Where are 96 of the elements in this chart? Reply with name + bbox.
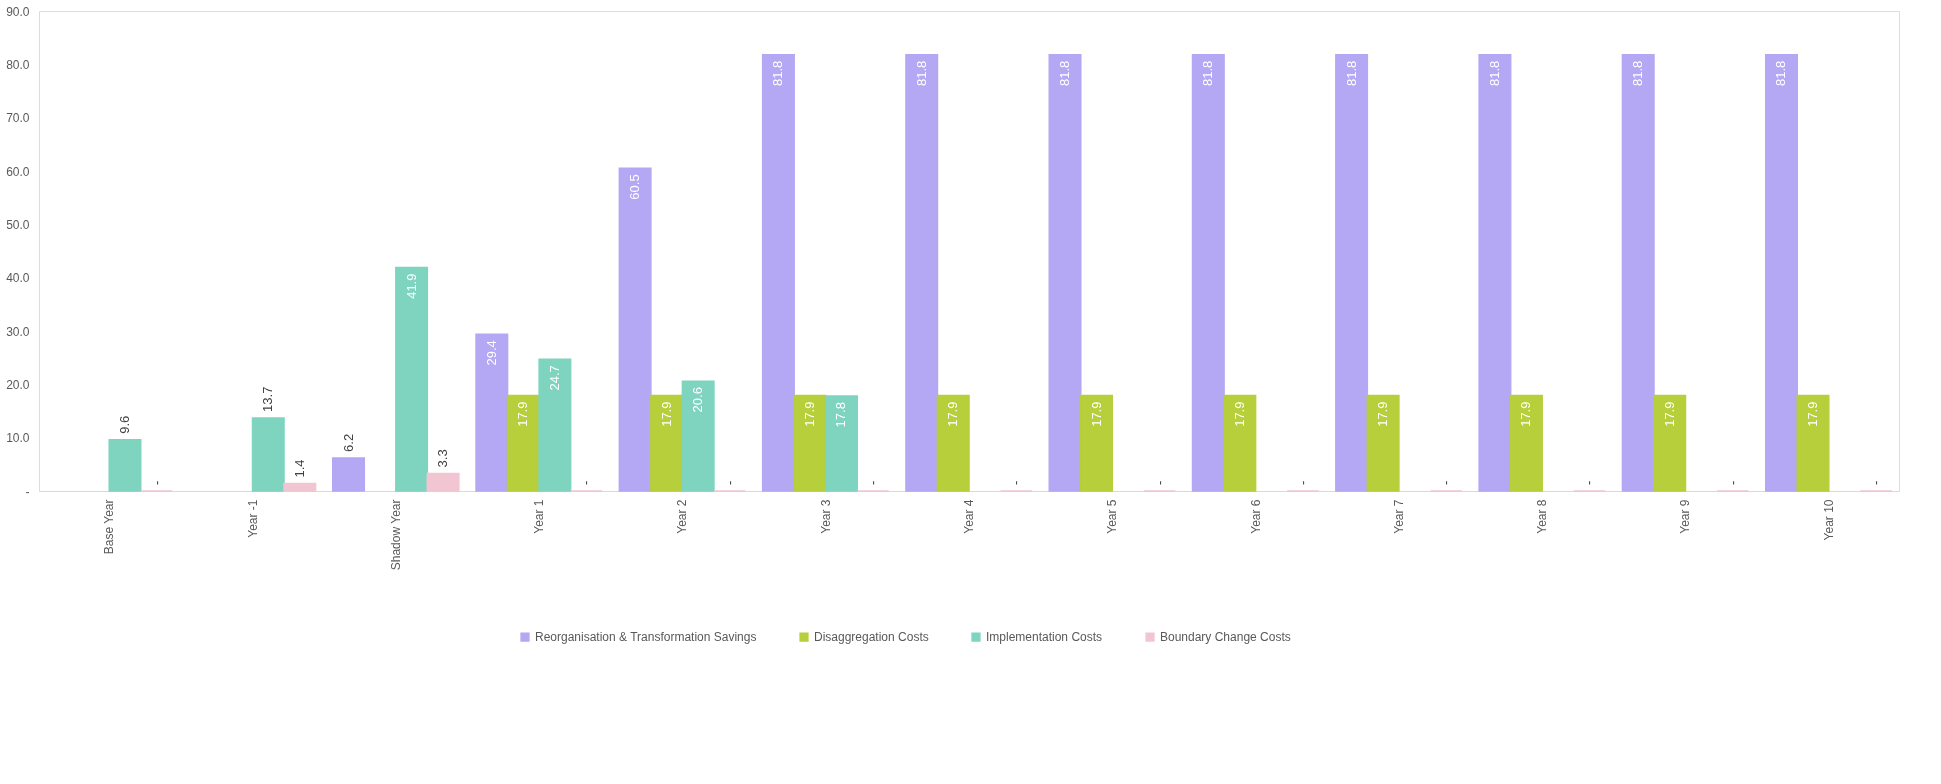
y-tick-label: 30.0 [6,324,30,339]
data-label: - [721,480,737,485]
bar [538,358,572,492]
data-label: 60.5 [627,174,643,200]
x-tick-label: Year 4 [962,499,976,534]
data-label: 6.2 [340,433,356,452]
data-label: 17.9 [1088,401,1104,427]
y-tick-label: 10.0 [6,431,30,446]
data-label: - [1294,480,1310,485]
data-label: - [1724,480,1740,485]
x-tick-label: Year -1 [245,499,260,538]
data-label: 81.8 [1057,60,1073,87]
data-label: - [1868,480,1884,485]
y-tick-label: - [25,484,30,499]
bar [761,53,795,492]
data-label: 17.9 [1518,401,1534,427]
x-tick-label: Year 7 [1391,499,1406,534]
legend-label: Disaggregation Costs [814,630,929,645]
x-tick-label: Year 6 [1248,499,1263,534]
bar [681,380,715,492]
data-label: 81.8 [913,60,929,87]
x-tick-label: Year 5 [1105,499,1120,534]
x-tick-label: Year 10 [1821,499,1836,541]
bar [1335,53,1369,492]
y-tick-label: 80.0 [6,57,30,72]
bar [506,394,540,492]
bar [1048,53,1082,492]
data-label: 3.3 [435,449,451,468]
bar [1478,53,1512,492]
data-label: 17.9 [515,401,531,427]
bar [1653,394,1687,492]
x-tick-label: Year 9 [1678,499,1693,534]
bar [618,167,652,492]
y-tick-label: 60.0 [6,164,30,179]
bar [1796,394,1830,492]
legend-label: Implementation Costs [986,630,1103,645]
data-label: 20.6 [690,387,706,413]
bar [283,482,317,492]
data-label: - [148,480,164,485]
data-label: 17.9 [1661,401,1677,427]
data-label: 17.9 [801,401,817,427]
data-label: 41.9 [403,273,419,299]
bar [1223,394,1257,492]
legend-label: Reorganisation & Transformation Savings [535,630,757,645]
data-label: 9.6 [116,415,132,434]
data-label: - [1151,480,1167,485]
data-label: 81.8 [1486,60,1502,87]
data-label: 17.8 [833,402,849,428]
bar [1764,53,1799,492]
legend-label: Boundary Change Costs [1160,630,1291,645]
bar [905,53,939,492]
data-label: 17.9 [658,401,674,427]
y-tick-label: 40.0 [6,271,30,286]
bar [1366,394,1400,492]
bar [475,333,509,492]
bar [1509,394,1543,492]
bar [936,394,970,492]
bar [1191,53,1225,492]
data-label: 24.7 [546,365,562,391]
data-label: 29.4 [483,340,499,366]
data-label: - [1581,480,1597,485]
data-label: - [864,480,880,485]
data-label: 13.7 [260,386,276,412]
data-label: - [1008,480,1024,485]
data-label: 17.9 [945,401,961,427]
bar [395,266,429,492]
bar [1080,394,1114,492]
y-tick-label: 20.0 [6,377,30,392]
bar [824,395,858,492]
x-tick-label: Year 3 [818,499,833,534]
x-tick-label: Base Year [102,499,117,555]
data-label: 17.9 [1231,401,1247,427]
y-tick-label: 70.0 [6,111,30,126]
data-label: - [1438,480,1454,485]
bar [332,457,366,492]
y-tick-label: 50.0 [6,217,30,232]
x-tick-label: Year 8 [1535,499,1550,534]
bar [793,394,827,492]
bar [108,439,142,492]
data-label: 17.9 [1375,401,1391,427]
data-label: - [578,480,594,485]
data-label: 81.8 [770,60,786,87]
bar [1621,53,1655,492]
data-label: 81.8 [1630,60,1646,87]
x-tick-label: Year 1 [532,499,547,534]
x-tick-label: Shadow Year [388,499,403,571]
y-tick-label: 90.0 [6,4,30,19]
bar [251,417,285,492]
data-label: 17.9 [1805,401,1821,427]
data-label: 81.8 [1343,60,1359,87]
bar [650,394,684,492]
data-label: 1.4 [291,459,307,478]
x-tick-label: Year 2 [675,499,690,534]
bar [426,472,460,492]
data-label: 81.8 [1773,60,1789,87]
data-label: 81.8 [1200,60,1216,87]
